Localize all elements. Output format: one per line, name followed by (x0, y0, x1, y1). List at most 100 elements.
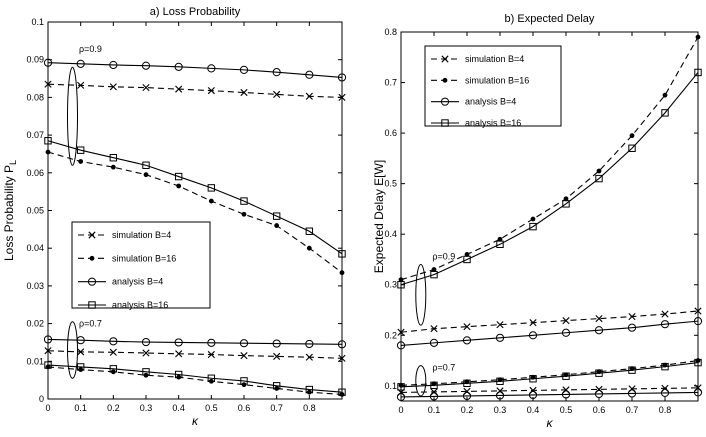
data-point (661, 362, 669, 371)
y-axis-label: Loss Probability PL (2, 160, 18, 261)
data-point (207, 87, 215, 95)
data-point (78, 367, 84, 372)
series-ana4-rho09 (43, 58, 347, 82)
series-ana4-rho07 (396, 388, 703, 402)
group-ellipse (415, 365, 427, 397)
data-point (338, 354, 346, 362)
data-point (693, 317, 703, 326)
series-line (47, 366, 343, 396)
data-point (272, 382, 281, 390)
series-sim16-rho09 (45, 149, 345, 276)
group-ellipse (67, 66, 78, 166)
data-point (274, 223, 280, 228)
data-point (662, 92, 668, 98)
data-point (495, 391, 505, 400)
chart-panel-2: b) Expected Delay 0 0.1 0.2 0.3 0.4 0.5 0.6 0.7 0… (372, 13, 703, 430)
legend-entry: simulation B=16 (112, 253, 176, 263)
series-ana16-rho07 (44, 361, 346, 396)
x-tick-label: 0.8 (303, 403, 316, 413)
data-point (462, 336, 472, 345)
data-point (660, 320, 670, 329)
data-point (339, 392, 345, 397)
legend-marker (88, 301, 96, 309)
series-line (400, 310, 699, 333)
legend-entry: simulation B=4 (465, 54, 524, 64)
series-line (47, 364, 343, 393)
data-point (660, 388, 670, 398)
data-point (396, 341, 406, 350)
data-point (594, 389, 604, 399)
data-point (272, 68, 281, 77)
data-point (240, 352, 248, 360)
legend-marker (87, 277, 97, 286)
y-tick-label: 0.5 (384, 179, 397, 189)
data-point (241, 382, 247, 388)
data-point (496, 377, 504, 385)
y-tick-label: 0.6 (384, 128, 397, 138)
series-ana16-rho07 (397, 358, 702, 391)
data-point (463, 255, 471, 264)
data-point (142, 349, 150, 357)
data-point (530, 216, 536, 222)
series-line (400, 36, 699, 281)
data-point (142, 161, 150, 169)
data-point (595, 385, 603, 393)
y-tick-label: 0.3 (384, 280, 397, 290)
data-point (430, 388, 438, 396)
y-tick-label: 0.1 (31, 17, 44, 27)
data-point (563, 196, 569, 202)
legend-marker (441, 119, 449, 127)
group-annotation: ρ=0.7 (79, 319, 102, 329)
data-point (45, 149, 51, 155)
data-point (142, 368, 150, 376)
group-ellipse (415, 264, 427, 326)
legend: simulation B=4 simulation B=16 analysis B=… (71, 221, 211, 310)
data-point (305, 353, 313, 361)
series-line (400, 320, 699, 346)
y-tick-label: 0.09 (26, 55, 44, 65)
data-point (272, 339, 281, 348)
x-tick-label: 0.5 (560, 405, 573, 415)
x-tick-label: 0.1 (428, 405, 441, 415)
legend-entry: analysis B=4 (112, 277, 163, 287)
series-sim16-rho09 (398, 34, 701, 283)
data-point (496, 321, 504, 329)
data-point (43, 335, 53, 344)
legend-marker (88, 231, 96, 239)
data-point (528, 331, 538, 340)
series-line (400, 362, 699, 388)
x-axis-label: κ (192, 414, 199, 428)
data-point (76, 146, 85, 154)
x-tick-label: 0.1 (74, 403, 87, 413)
x-tick-label: 0.8 (659, 405, 672, 415)
data-point (176, 183, 182, 189)
data-point (339, 270, 345, 276)
data-point (695, 34, 701, 40)
data-point (305, 227, 314, 235)
data-point (110, 164, 116, 170)
data-point (397, 383, 405, 391)
x-tick-label: 0.7 (626, 405, 639, 415)
legend-marker (89, 255, 95, 261)
data-point (44, 137, 52, 145)
x-tick-label: 0.3 (494, 405, 507, 415)
data-point (628, 366, 636, 374)
data-point (240, 88, 248, 97)
data-point (528, 390, 538, 400)
y-tick-label: 0.01 (26, 356, 44, 366)
data-point (429, 338, 439, 347)
x-tick-label: 0.2 (107, 403, 120, 413)
series-line (47, 338, 343, 345)
x-tick-label: 0 (45, 403, 50, 413)
y-axis-label-main: Expected Delay E[W] (372, 160, 386, 273)
data-point (629, 133, 635, 139)
data-point (338, 250, 346, 258)
y-tick-label: 0.03 (26, 281, 44, 291)
data-point (43, 58, 53, 67)
y-axis-label-main: Loss Probability P (2, 165, 16, 261)
data-point (273, 90, 281, 98)
data-point (694, 307, 702, 315)
x-tick-label: 0.2 (461, 405, 474, 415)
data-point (239, 339, 249, 348)
